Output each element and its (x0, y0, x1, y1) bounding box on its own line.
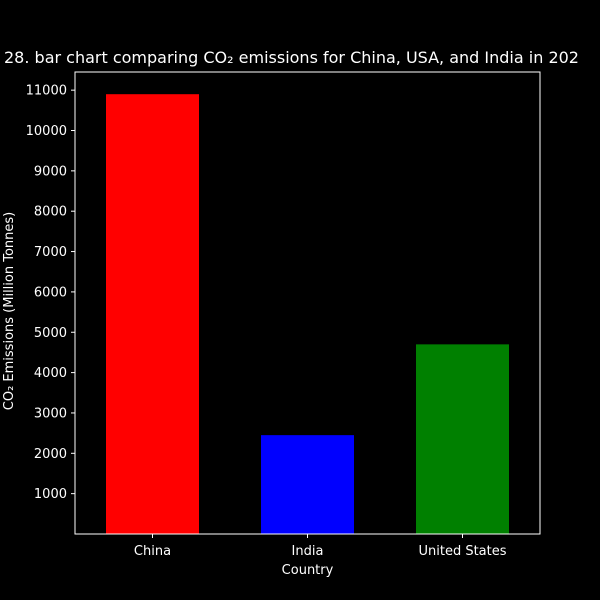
x-axis-label: Country (282, 563, 334, 578)
x-tick-label: India (292, 544, 324, 559)
y-tick-label: 1000 (34, 487, 67, 502)
bar-china (106, 94, 199, 534)
y-tick-label: 4000 (34, 366, 67, 381)
x-axis: China India United States (134, 534, 507, 559)
y-tick-label: 5000 (34, 326, 67, 341)
bar-india (261, 435, 354, 534)
y-tick-label: 11000 (26, 84, 67, 99)
y-tick-label: 9000 (34, 164, 67, 179)
bar-united-states (416, 344, 509, 534)
bars-group (106, 94, 509, 534)
y-tick-label: 3000 (34, 406, 67, 421)
y-tick-label: 8000 (34, 205, 67, 220)
y-tick-label: 10000 (26, 124, 67, 139)
y-tick-label: 6000 (34, 285, 67, 300)
chart-title: 28. bar chart comparing CO₂ emissions fo… (4, 48, 579, 67)
x-tick-label: United States (418, 544, 506, 559)
title-area: 28. bar chart comparing CO₂ emissions fo… (0, 0, 600, 72)
y-tick-label: 2000 (34, 447, 67, 462)
x-tick-label: China (134, 544, 171, 559)
y-axis-label: CO₂ Emissions (Million Tonnes) (2, 212, 17, 410)
y-axis: 1000 2000 3000 4000 5000 6000 7000 8000 9000 1000… (26, 84, 75, 502)
y-tick-label: 7000 (34, 245, 67, 260)
